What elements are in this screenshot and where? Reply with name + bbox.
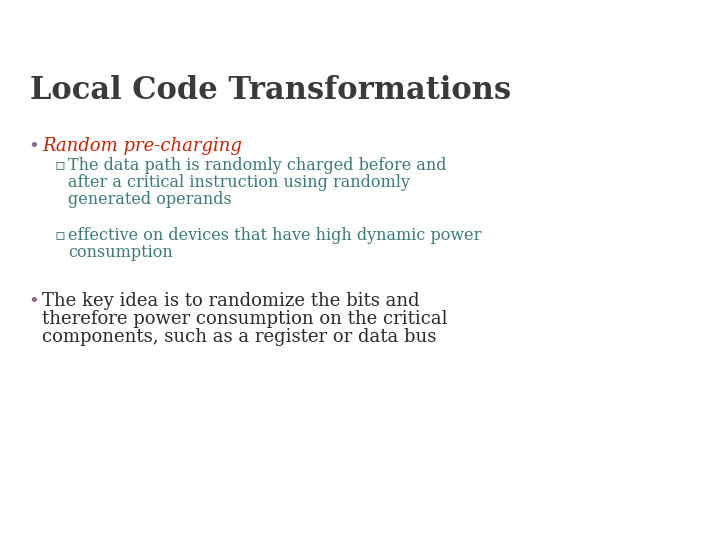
Text: effective on devices that have high dynamic power: effective on devices that have high dyna… (68, 227, 482, 244)
Text: The data path is randomly charged before and: The data path is randomly charged before… (68, 157, 446, 174)
Text: 24/46: 24/46 (652, 22, 700, 37)
Text: Local Code Transformations: Local Code Transformations (30, 75, 511, 106)
Text: The key idea is to randomize the bits and: The key idea is to randomize the bits an… (42, 292, 420, 310)
Text: •: • (28, 137, 39, 155)
Text: therefore power consumption on the critical: therefore power consumption on the criti… (42, 310, 448, 328)
Text: ▫: ▫ (55, 157, 66, 172)
Text: after a critical instruction using randomly: after a critical instruction using rando… (68, 174, 410, 191)
Text: consumption: consumption (68, 244, 173, 261)
Text: ▫: ▫ (55, 227, 66, 242)
Text: •: • (28, 292, 39, 310)
Text: Random pre-charging: Random pre-charging (42, 137, 242, 155)
Text: generated operands: generated operands (68, 191, 232, 208)
Text: components, such as a register or data bus: components, such as a register or data b… (42, 328, 436, 346)
